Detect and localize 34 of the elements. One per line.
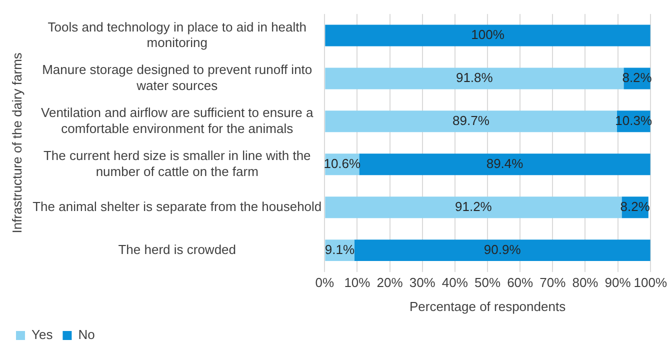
y-axis-title: Infrastructure of the dairy farms — [9, 52, 24, 234]
x-tick-label: 0% — [315, 275, 334, 290]
data-label: 100% — [471, 27, 505, 42]
y-tick-label: The animal shelter is separate from the household — [32, 198, 322, 214]
x-tick-label: 100% — [634, 275, 668, 290]
y-tick-label: Manure storage designed to prevent runoff into water sources — [42, 62, 312, 93]
x-tick-label: 20% — [376, 275, 404, 290]
data-label: 89.4% — [486, 156, 524, 171]
y-tick-label: The current herd size is smaller in line with the number of cattle on the farm — [43, 148, 311, 179]
y-tick-label: Tools and technology in place to aid in health monitoring — [48, 19, 306, 50]
data-label: 91.8% — [456, 70, 494, 86]
bar — [354, 240, 650, 262]
x-tick-label: 30% — [409, 275, 436, 290]
bar — [325, 196, 622, 218]
x-tick-label: 70% — [540, 275, 566, 290]
y-tick-label: Ventilation and airflow are sufficient to ensure a comfortable environment for the animals — [41, 105, 314, 136]
legend-label: Yes — [32, 327, 54, 342]
legend-label: No — [78, 327, 95, 342]
x-tick-label: 60% — [507, 275, 534, 290]
bar — [359, 154, 650, 176]
x-axis-title: Percentage of respondents — [409, 298, 566, 314]
x-tick-label: 10% — [344, 275, 371, 290]
y-tick-label: The herd is crowded — [118, 242, 236, 257]
x-tick-label: 90% — [604, 275, 632, 290]
data-label: 90.9% — [484, 242, 522, 257]
x-tick-label: 80% — [572, 275, 599, 290]
x-tick-label: 50% — [474, 275, 501, 290]
bar — [325, 110, 617, 132]
bar — [325, 24, 650, 46]
data-label: 9.1% — [324, 242, 355, 257]
x-tick-label: 40% — [442, 275, 468, 290]
bar — [325, 68, 624, 90]
data-label: 91.2% — [454, 198, 492, 214]
data-label: 89.7% — [452, 112, 490, 128]
